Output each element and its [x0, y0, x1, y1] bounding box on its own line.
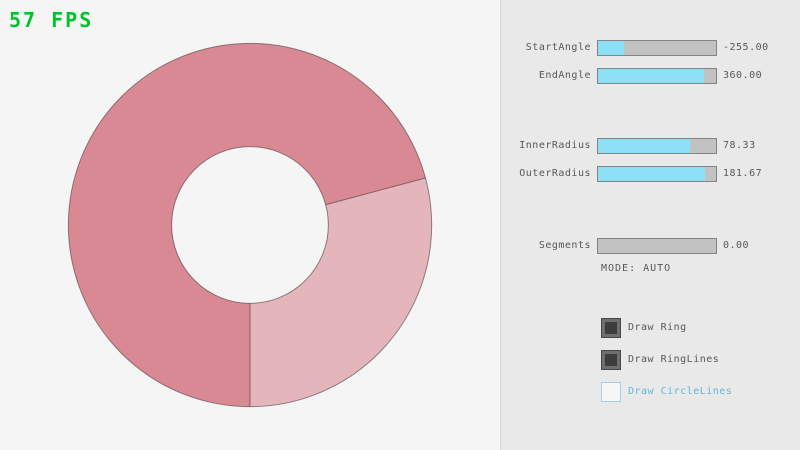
slider-fill — [598, 69, 705, 83]
ring-canvas — [67, 42, 433, 408]
check-mark — [605, 354, 617, 366]
slider-fill — [598, 167, 706, 181]
innerradius-label: InnerRadius — [519, 140, 591, 151]
segments-label: Segments — [538, 240, 591, 251]
slider-row-innerradius: InnerRadius 78.33 — [501, 138, 800, 154]
endangle-label: EndAngle — [538, 70, 591, 81]
innerradius-slider[interactable] — [597, 138, 717, 154]
outerradius-label: OuterRadius — [519, 168, 591, 179]
segments-slider[interactable] — [597, 238, 717, 254]
slider-row-outerradius: OuterRadius 181.67 — [501, 166, 800, 182]
ring-outline-outer — [67, 42, 433, 408]
checkbox-label: Draw Ring — [628, 322, 687, 333]
startangle-label: StartAngle — [525, 42, 591, 53]
outerradius-slider[interactable] — [597, 166, 717, 182]
fps-counter: 57 FPS — [9, 8, 94, 32]
slider-row-segments: Segments 0.00 — [501, 238, 800, 254]
endangle-slider[interactable] — [597, 68, 717, 84]
slider-row-endangle: EndAngle 360.00 — [501, 68, 800, 84]
slider-fill — [598, 41, 624, 55]
check-mark — [605, 322, 617, 334]
checkbox-box[interactable] — [601, 318, 621, 338]
startangle-slider[interactable] — [597, 40, 717, 56]
innerradius-value: 78.33 — [723, 140, 756, 151]
slider-row-startangle: StartAngle -255.00 — [501, 40, 800, 56]
checkbox-label: Draw CircleLines — [628, 386, 733, 397]
slider-fill — [598, 139, 691, 153]
segments-value: 0.00 — [723, 240, 750, 251]
startangle-value: -255.00 — [723, 42, 769, 53]
mode-label: MODE: AUTO — [601, 263, 672, 274]
checkbox-label: Draw RingLines — [628, 354, 720, 365]
endangle-value: 360.00 — [723, 70, 763, 81]
checkbox-box[interactable] — [601, 350, 621, 370]
checkbox-box[interactable] — [601, 382, 621, 402]
outerradius-value: 181.67 — [723, 168, 763, 179]
ring-outline-inner — [171, 146, 329, 304]
ring-line-start — [325, 177, 426, 206]
ring-fill-single — [250, 177, 432, 407]
control-panel: StartAngle -255.00 EndAngle 360.00 Inner… — [500, 0, 800, 450]
